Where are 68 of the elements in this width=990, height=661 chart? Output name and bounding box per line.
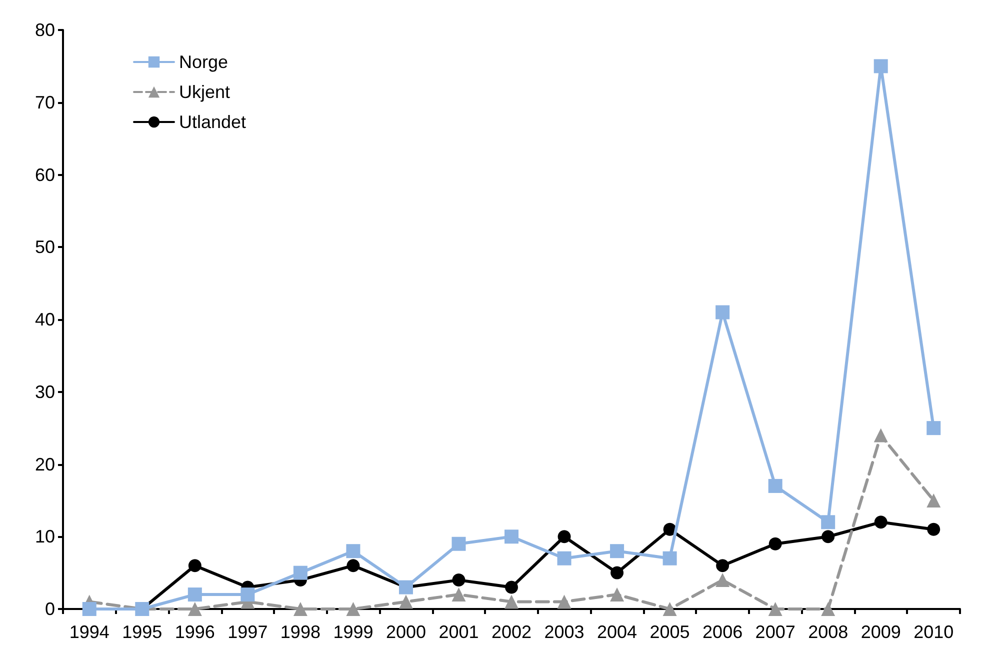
point — [821, 602, 836, 616]
x-tick-label: 2007 — [755, 622, 796, 642]
point — [822, 530, 835, 544]
point — [610, 566, 624, 580]
point — [768, 602, 782, 616]
x-tick-label: 1999 — [333, 622, 374, 642]
point — [716, 305, 730, 320]
point — [768, 537, 782, 550]
y-tick-label: 10 — [34, 526, 55, 547]
point — [821, 515, 836, 530]
point — [558, 530, 571, 544]
point — [452, 588, 466, 602]
point — [452, 574, 466, 587]
x-tick-label: 1994 — [69, 622, 110, 642]
y-tick-label: 60 — [34, 164, 55, 185]
point — [188, 559, 202, 572]
x-tick-label: 1995 — [122, 622, 162, 642]
x-tick-label: 1998 — [280, 622, 320, 642]
y-tick-label: 70 — [34, 92, 55, 112]
y-tick-label: 80 — [34, 20, 55, 40]
y-tick-label: 50 — [34, 237, 55, 258]
point — [346, 544, 360, 558]
point — [557, 594, 572, 609]
point — [293, 602, 308, 616]
point — [504, 594, 518, 609]
x-tick-label: 2009 — [860, 622, 901, 642]
y-tick-label: 40 — [34, 310, 55, 330]
point — [505, 580, 518, 594]
legend-label: Norge — [179, 52, 228, 72]
y-tick-label: 0 — [44, 599, 55, 619]
point — [662, 602, 677, 616]
point — [716, 559, 730, 572]
x-tick-label: 2010 — [914, 622, 954, 642]
y-tick-label: 30 — [34, 382, 55, 402]
x-tick-label: 2005 — [650, 622, 690, 642]
point — [293, 566, 308, 580]
point — [346, 602, 360, 616]
point — [716, 573, 730, 588]
point — [346, 559, 360, 572]
point — [926, 421, 941, 436]
x-tick-label: 1997 — [228, 622, 268, 642]
point — [926, 493, 941, 508]
point — [874, 59, 888, 74]
point — [610, 544, 624, 558]
point — [610, 588, 624, 602]
point — [188, 588, 202, 602]
x-tick-label: 2008 — [808, 622, 848, 642]
legend-label: Ukjent — [179, 82, 230, 102]
point — [452, 536, 466, 551]
point — [504, 530, 518, 544]
point — [874, 516, 888, 529]
x-tick-label: 2004 — [597, 622, 638, 642]
point — [662, 551, 677, 566]
point — [188, 602, 202, 616]
point — [398, 594, 413, 609]
point — [557, 551, 572, 566]
point — [874, 428, 888, 442]
point — [768, 478, 782, 493]
x-tick-label: 2006 — [702, 622, 743, 642]
point — [240, 588, 255, 602]
x-tick-label: 2000 — [386, 622, 426, 642]
legend-label: Utlandet — [179, 112, 246, 132]
point — [927, 522, 940, 536]
y-tick-label: 20 — [34, 454, 55, 474]
x-tick-label: 2003 — [544, 622, 584, 642]
x-tick-label: 1996 — [174, 622, 215, 642]
x-tick-label: 2001 — [438, 622, 479, 642]
x-tick-label: 2002 — [491, 622, 532, 642]
